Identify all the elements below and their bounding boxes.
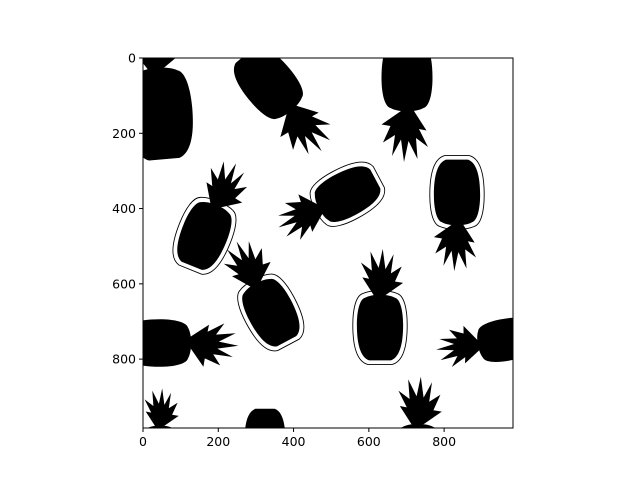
x-axis: 0 200 400 600 800 <box>139 428 456 449</box>
y-tick-label: 600 <box>112 276 136 291</box>
pineapple-silhouette <box>245 409 286 480</box>
x-tick-label: 0 <box>139 434 147 449</box>
y-tick-label: 0 <box>128 51 136 66</box>
x-tick-label: 800 <box>432 434 456 449</box>
x-tick-label: 400 <box>282 434 306 449</box>
y-tick-label: 800 <box>112 352 136 367</box>
y-tick-label: 400 <box>112 201 136 216</box>
y-tick-label: 200 <box>112 126 136 141</box>
y-axis: 0 200 400 600 800 <box>112 51 143 367</box>
x-tick-label: 200 <box>206 434 230 449</box>
x-tick-label: 600 <box>357 434 381 449</box>
